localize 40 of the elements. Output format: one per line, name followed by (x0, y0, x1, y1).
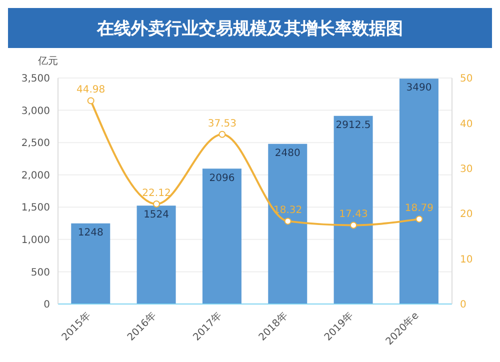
bar (71, 223, 110, 304)
point (284, 218, 292, 225)
point (153, 200, 160, 208)
point (416, 216, 423, 223)
bar (334, 116, 373, 304)
y2-tick-label: 20 (460, 209, 473, 220)
data-label: 18.79 (404, 203, 434, 214)
y-tick-label: 2,500 (21, 138, 50, 150)
data-label: 17.43 (339, 209, 368, 220)
point (350, 222, 357, 229)
bar (268, 144, 308, 304)
bar (202, 168, 242, 304)
y2-tick-label: 50 (460, 74, 473, 85)
y-tick-label: 1,000 (21, 234, 50, 246)
data-label: 22.12 (142, 188, 171, 200)
y2-tick-label: 30 (460, 164, 473, 175)
data-label: 18.32 (274, 205, 302, 216)
point (218, 130, 226, 138)
data-label: 1248 (78, 228, 104, 239)
y-tick-label: 1,500 (21, 202, 50, 214)
y-axis-title: 亿元 (38, 55, 58, 68)
data-label: 2480 (274, 148, 300, 159)
y-tick-label: 0 (44, 300, 50, 311)
bar (136, 206, 176, 304)
y-tick-label: 3,000 (21, 106, 50, 117)
data-label: 44.98 (76, 84, 106, 96)
y2-tick-label: 40 (460, 118, 473, 130)
data-label: 3490 (406, 82, 432, 94)
data-label: 2096 (209, 172, 235, 184)
y2-tick-label: 0 (460, 300, 466, 311)
data-label: 1524 (144, 210, 170, 221)
y-tick-label: 3,500 (21, 74, 50, 85)
bar (399, 78, 438, 304)
y-tick-label: 2,000 (21, 170, 50, 182)
y-tick-label: 500 (30, 267, 50, 278)
chart-title: 在线外卖行业交易规模及其增长率数据图 (8, 8, 492, 48)
point (87, 97, 94, 104)
data-label: 2912.5 (336, 120, 371, 132)
data-label: 37.53 (208, 118, 236, 130)
y2-tick-label: 10 (460, 254, 473, 266)
